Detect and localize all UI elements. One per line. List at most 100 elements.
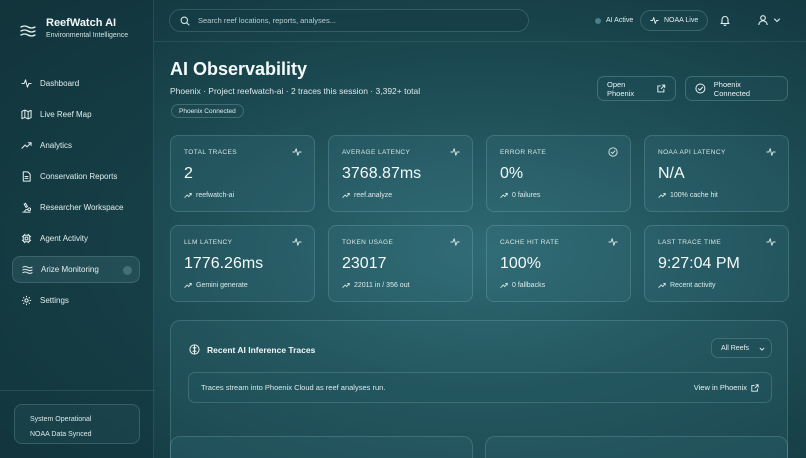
metric-label: NOAA API LATENCY — [658, 149, 726, 156]
search-icon — [180, 16, 190, 26]
sidebar-item-label: Researcher Workspace — [40, 203, 124, 212]
trending-up-icon — [500, 282, 508, 288]
metric-value: 100% — [500, 255, 541, 272]
sidebar-item-label: Dashboard — [40, 79, 80, 88]
microscope-icon — [22, 202, 32, 213]
trending-up-icon — [342, 192, 350, 198]
sidebar-item-researcher-workspace[interactable]: Researcher Workspace — [12, 194, 140, 221]
sidebar-item-dashboard[interactable]: Dashboard — [12, 70, 140, 97]
trending-up-icon — [21, 142, 32, 149]
user-icon[interactable] — [757, 14, 769, 26]
metric-subtext: reef.analyze — [342, 191, 392, 199]
traces-info-message: Traces stream into Phoenix Cloud as reef… — [201, 383, 386, 392]
brand[interactable]: ReefWatch AI Environmental Intelligence — [20, 17, 128, 39]
trending-up-icon — [184, 192, 192, 198]
system-status-box: System Operational NOAA Data Synced — [14, 404, 140, 444]
sidebar-item-conservation-reports[interactable]: Conservation Reports — [12, 163, 140, 190]
metric-label: LLM LATENCY — [184, 239, 233, 246]
activity-icon — [766, 238, 776, 246]
metric-card-noaa-api-latency: NOAA API LATENCY N/A 100% cache hit — [644, 135, 789, 212]
metric-subtext-label: reef.analyze — [354, 191, 393, 199]
metric-subtext-label: 100% cache hit — [670, 191, 718, 199]
metric-value: 0% — [500, 165, 524, 182]
recent-traces-panel: Recent AI Inference Traces All Reefs Tra… — [170, 320, 788, 458]
metric-subtext-label: Gemini generate — [196, 281, 248, 289]
sidebar-item-live-reef-map[interactable]: Live Reef Map — [12, 101, 140, 128]
bell-icon[interactable] — [719, 14, 731, 26]
metric-label: TOTAL TRACES — [184, 149, 237, 156]
check-circle-icon — [695, 83, 706, 94]
view-in-phoenix-link[interactable]: View in Phoenix — [694, 383, 759, 392]
metric-value: 3768.87ms — [342, 165, 422, 182]
metric-subtext-label: Recent activity — [670, 281, 716, 289]
metric-card-error-rate: ERROR RATE 0% 0 failures — [486, 135, 631, 212]
waves-logo-icon — [20, 25, 36, 37]
noaa-sync-status-line: NOAA Data Synced — [30, 431, 92, 438]
activity-icon — [292, 148, 302, 156]
metric-subtext: 0 failures — [500, 191, 540, 199]
metric-subtext-label: 0 fallbacks — [512, 281, 546, 289]
metric-subtext: Gemini generate — [184, 281, 248, 289]
metric-card-token-usage: TOKEN USAGE 23017 22011 in / 356 out — [328, 225, 473, 302]
trending-up-icon — [658, 192, 666, 198]
metric-subtext: reefwatch-ai — [184, 191, 234, 199]
metric-value: 2 — [184, 165, 193, 182]
traces-panel-title: Recent AI Inference Traces — [189, 344, 315, 355]
phoenix-connected-badge: Phoenix Connected — [171, 104, 244, 118]
sidebar-item-label: Conservation Reports — [40, 172, 118, 181]
metric-subtext: 100% cache hit — [658, 191, 718, 199]
lower-panel-right — [485, 436, 788, 458]
search-bar[interactable] — [169, 9, 529, 32]
page-subtitle: Phoenix · Project reefwatch-ai · 2 trace… — [170, 86, 421, 96]
sidebar-divider — [0, 390, 154, 391]
active-indicator-dot — [123, 266, 132, 275]
trending-up-icon — [500, 192, 508, 198]
sidebar-item-label: Agent Activity — [40, 234, 89, 243]
brain-circuit-icon — [189, 344, 200, 355]
metric-card-last-trace-time: LAST TRACE TIME 9:27:04 PM Recent activi… — [644, 225, 789, 302]
activity-icon — [608, 238, 618, 246]
traces-title-label: Recent AI Inference Traces — [207, 344, 316, 355]
noaa-live-status[interactable]: NOAA Live — [640, 10, 709, 31]
map-icon — [21, 109, 32, 120]
open-phoenix-button[interactable]: Open Phoenix — [597, 76, 676, 101]
metric-card-average-latency: AVERAGE LATENCY 3768.87ms reef.analyze — [328, 135, 473, 212]
sidebar-item-agent-activity[interactable]: Agent Activity — [12, 225, 140, 252]
metric-card-llm-latency: LLM LATENCY 1776.26ms Gemini generate — [170, 225, 315, 302]
page-title: AI Observability — [170, 59, 308, 79]
system-status-line: System Operational — [30, 416, 92, 423]
trending-up-icon — [658, 282, 666, 288]
check-circle-icon — [608, 147, 618, 157]
metric-value: 9:27:04 PM — [658, 255, 740, 272]
metric-card-total-traces: TOTAL TRACES 2 reefwatch-ai — [170, 135, 315, 212]
search-input[interactable] — [198, 16, 518, 25]
sidebar: ReefWatch AI Environmental Intelligence … — [0, 0, 154, 458]
chevron-down-icon[interactable] — [773, 16, 781, 24]
metric-card-cache-hit-rate: CACHE HIT RATE 100% 0 fallbacks — [486, 225, 631, 302]
activity-icon — [450, 148, 460, 156]
external-link-icon — [657, 84, 666, 93]
reef-filter-select[interactable]: All Reefs — [711, 338, 772, 358]
phoenix-connected-button[interactable]: Phoenix Connected — [685, 76, 788, 101]
metric-subtext: Recent activity — [658, 281, 716, 289]
external-link-icon — [751, 383, 759, 392]
metric-label: ERROR RATE — [500, 149, 547, 156]
activity-icon — [650, 17, 659, 24]
sidebar-item-analytics[interactable]: Analytics — [12, 132, 140, 159]
noaa-live-label: NOAA Live — [664, 17, 699, 24]
metric-label: TOKEN USAGE — [342, 239, 394, 246]
sidebar-nav: Dashboard Live Reef Map Analytics Conser… — [12, 70, 140, 318]
activity-icon — [766, 148, 776, 156]
metric-subtext: 0 fallbacks — [500, 281, 545, 289]
open-phoenix-label: Open Phoenix — [607, 79, 635, 98]
ai-active-label: AI Active — [606, 17, 634, 24]
metric-label: LAST TRACE TIME — [658, 239, 722, 246]
sidebar-item-settings[interactable]: Settings — [12, 287, 140, 314]
cpu-icon — [21, 233, 32, 244]
activity-icon — [450, 238, 460, 246]
topbar: AI Active NOAA Live — [154, 0, 806, 42]
metric-subtext-label: reefwatch-ai — [196, 191, 235, 199]
sidebar-item-arize-monitoring[interactable]: Arize Monitoring — [12, 256, 140, 283]
ai-active-status: AI Active — [586, 10, 642, 31]
